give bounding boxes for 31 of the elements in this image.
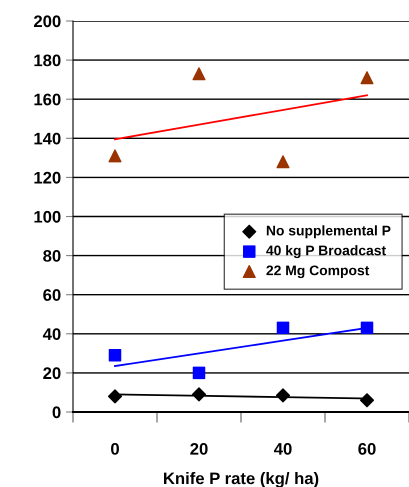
point xyxy=(192,366,206,380)
point xyxy=(360,322,374,334)
point xyxy=(360,393,374,408)
point xyxy=(108,349,122,362)
x-tick-label: 60 xyxy=(358,442,376,455)
legend-label: No supplemental P xyxy=(266,225,390,238)
y-tick-label: 0 xyxy=(52,406,61,418)
x-tick-label: 40 xyxy=(274,442,292,455)
point xyxy=(276,155,290,168)
y-tick-label: 160 xyxy=(34,94,61,106)
y-tick-label: 100 xyxy=(34,210,61,223)
point xyxy=(276,388,290,402)
legend-label: 22 Mg Compost xyxy=(266,265,370,278)
line-series xyxy=(114,94,368,140)
y-tick-label: 200 xyxy=(34,15,61,28)
point xyxy=(108,389,122,404)
legend-label: 40 kg P Broadcast xyxy=(266,245,386,258)
point xyxy=(276,322,290,334)
x-tick-label: 0 xyxy=(111,442,119,455)
y-tick-label: 60 xyxy=(43,289,61,301)
y-tick-label: 20 xyxy=(43,367,61,380)
y-tick-label: 80 xyxy=(43,250,61,262)
x-tick-label: 20 xyxy=(190,442,208,455)
y-tick-label: 180 xyxy=(34,54,61,66)
y-tick-label: 140 xyxy=(34,132,61,145)
y-tick-label: 120 xyxy=(34,172,61,184)
y-tick-label: 40 xyxy=(42,328,61,340)
point xyxy=(108,149,122,162)
point xyxy=(192,67,206,80)
point xyxy=(192,387,206,402)
point xyxy=(360,71,374,84)
